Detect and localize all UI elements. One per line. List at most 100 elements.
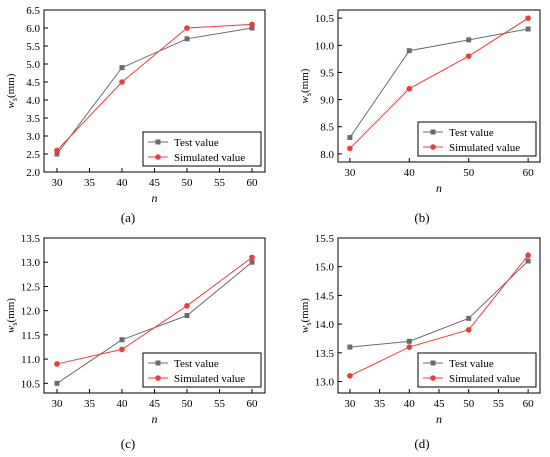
x-tick-label: 55 [214, 177, 226, 189]
data-point-simulated [54, 361, 60, 367]
data-point-test [119, 337, 125, 343]
x-tick-label: 50 [182, 177, 194, 189]
x-tick-label: 30 [344, 167, 356, 179]
series-line-simulated [349, 17, 529, 149]
data-point-simulated [184, 25, 190, 31]
legend-label: Simulated value [449, 142, 520, 154]
chart-panel-3: 30 35 40 45 50 55 60 10.5 11.0 11.5 12.0 12.5 13.0 13… [5, 233, 266, 451]
y-tick-label: 10.0 [315, 40, 335, 52]
x-tick-label: 50 [463, 167, 475, 179]
x-tick-label: 35 [84, 398, 96, 410]
data-point-simulated [465, 53, 472, 59]
x-axis-label: n [152, 191, 158, 205]
y-tick-label: 4.0 [26, 95, 40, 107]
x-tick-label: 55 [214, 398, 226, 410]
data-point-simulated [465, 327, 472, 333]
x-tick-label: 40 [404, 167, 416, 179]
legend-label: Simulated value [449, 373, 520, 385]
legend-box [417, 121, 537, 157]
x-axis-label: n [436, 181, 442, 195]
y-tick-label: 14.5 [315, 290, 335, 302]
y-tick-label: 5.0 [26, 59, 40, 71]
data-point-simulated [249, 254, 255, 261]
data-point-test [184, 313, 190, 318]
x-tick-label: 60 [247, 177, 259, 189]
x-tick-label: 45 [149, 177, 161, 189]
y-tick-label: 6.0 [26, 23, 40, 35]
panel-label: (d) [414, 436, 429, 451]
data-point-test [54, 380, 60, 386]
y-tick-label: 11.0 [21, 354, 40, 366]
data-point-test [249, 25, 255, 31]
x-tick-label: 35 [374, 398, 386, 410]
data-point-test [184, 36, 190, 42]
data-point-test [249, 259, 255, 265]
legend-box [142, 352, 262, 388]
data-point-test [406, 48, 412, 54]
x-tick-label: 30 [344, 398, 356, 410]
y-tick-label: 2.5 [26, 149, 40, 161]
x-tick-label: 50 [182, 398, 194, 410]
legend-label: Test value [449, 127, 494, 139]
plot-frame [337, 9, 541, 163]
data-point-simulated [54, 147, 60, 154]
panel-label: (c) [121, 436, 135, 451]
y-tick-label: 8.5 [320, 122, 334, 134]
y-axis-label: ws(mm) [299, 298, 313, 333]
legend-marker-square [430, 129, 436, 135]
data-point-test [525, 26, 531, 32]
y-tick-label: 8.0 [320, 149, 334, 161]
y-tick-label: 6.5 [26, 5, 40, 17]
data-point-simulated [119, 79, 125, 85]
legend-box [417, 352, 537, 388]
y-tick-label: 2.0 [26, 167, 40, 179]
series-line-test [56, 27, 253, 155]
x-axis-label: n [436, 412, 442, 426]
legend-box [142, 131, 262, 167]
panel-label: (b) [414, 210, 429, 225]
y-tick-label: 12.0 [21, 306, 41, 318]
data-point-test [119, 65, 125, 71]
x-tick-label: 40 [117, 398, 129, 410]
data-point-simulated [184, 303, 190, 309]
y-tick-label: 9.5 [320, 67, 334, 79]
x-tick-label: 40 [117, 177, 129, 189]
y-tick-label: 12.5 [21, 281, 41, 293]
y-tick-label: 5.5 [26, 41, 40, 53]
x-tick-label: 50 [463, 398, 475, 410]
x-tick-label: 45 [149, 398, 161, 410]
legend-marker-circle [430, 144, 436, 150]
legend-marker-circle [155, 375, 161, 381]
legend-label: Simulated value [174, 152, 245, 164]
y-tick-label: 10.5 [21, 378, 41, 390]
chart-panel-2: 30 40 50 60 8.0 8.5 9.0 9.5 10.0 10.5 n ws(mm) Test … [299, 9, 541, 225]
x-tick-label: 60 [247, 398, 259, 410]
x-axis-label: n [152, 412, 158, 426]
y-tick-label: 9.0 [320, 95, 334, 107]
data-point-test [525, 258, 531, 264]
y-axis-label: ws(mm) [5, 298, 19, 333]
y-tick-label: 15.0 [315, 262, 335, 274]
y-tick-label: 11.5 [21, 330, 40, 342]
series-line-simulated [349, 254, 529, 377]
data-point-test [466, 315, 472, 321]
legend-label: Test value [449, 358, 494, 370]
panel-label: (a) [121, 210, 135, 225]
chart-panel-1: 30 35 40 45 50 55 60 2.0 2.5 3.0 3.5 4.0 4.5 5.0 5.5 6.… [5, 5, 266, 225]
data-point-simulated [525, 15, 531, 21]
x-tick-label: 30 [52, 398, 64, 410]
legend-marker-circle [155, 154, 161, 160]
data-point-simulated [347, 145, 353, 152]
legend: Test value Simulated value [417, 121, 537, 157]
data-point-test [466, 37, 472, 43]
x-tick-label: 60 [523, 398, 535, 410]
y-tick-label: 13.5 [315, 348, 335, 360]
data-point-test [406, 338, 412, 344]
series-line-simulated [56, 256, 253, 365]
y-tick-label: 3.5 [26, 113, 40, 125]
y-tick-label: 10.5 [315, 13, 335, 25]
legend: Test value Simulated value [142, 131, 262, 167]
legend-label: Test value [174, 358, 219, 370]
series-line-test [349, 28, 529, 138]
